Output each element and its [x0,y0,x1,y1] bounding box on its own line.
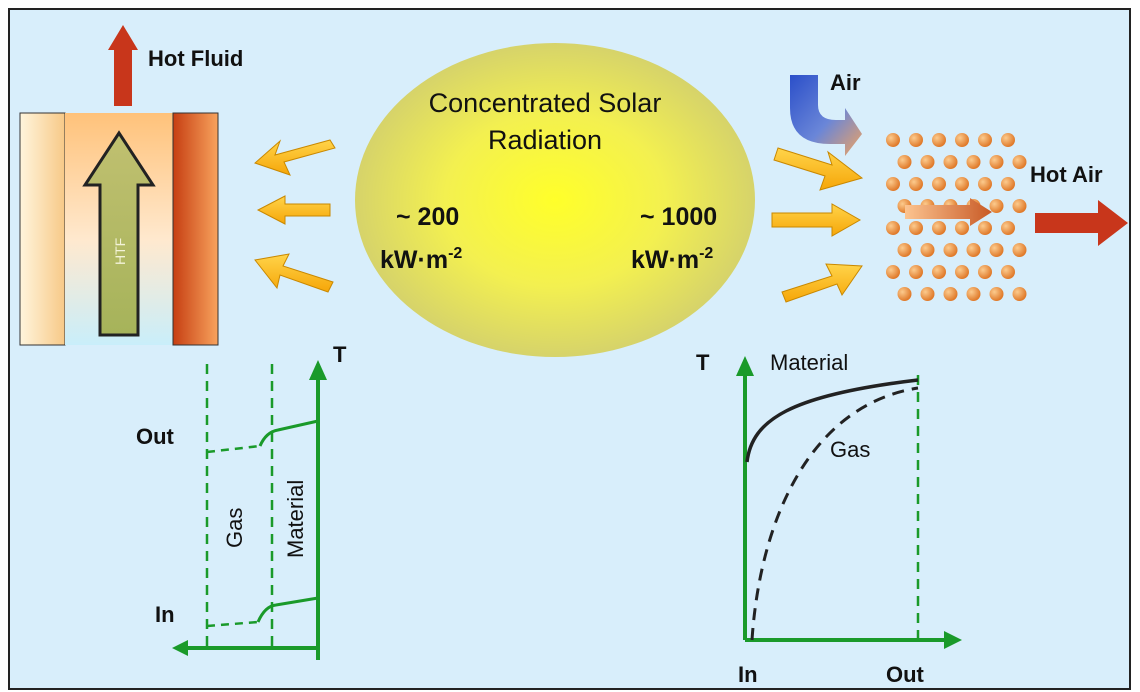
left-plot-in-label: In [155,602,175,627]
absorber-particle [920,243,935,257]
absorber-particle [1001,265,1015,279]
absorber-particle [943,243,958,257]
absorber-particle [920,287,935,301]
sun-title-line2: Radiation [488,125,602,155]
right-temperature-plot: T Material Gas In Out [696,350,962,687]
absorber-particle [886,177,900,191]
left-flux-unit: kW·m-2 [380,245,462,274]
htf-label: HTF [112,238,128,265]
air-label: Air [830,70,861,95]
absorber-particle [897,287,912,301]
absorber-particle [966,287,981,301]
absorber-particle [1012,243,1027,257]
htf-arrow-icon [82,130,156,337]
left-plot-material-out-profile [258,419,319,447]
absorber-particle [920,155,935,169]
absorber-particle [1012,287,1027,301]
absorber-particle [1001,177,1015,191]
radiation-arrow-right-3-icon [781,263,863,303]
absorber-particle [932,221,946,235]
left-plot-out-label: Out [136,424,175,449]
tube-receiver: HTF [19,112,219,346]
hot-air-arrow-icon [1035,200,1128,246]
absorber-particle [909,221,923,235]
absorber-particle [955,133,969,147]
left-plot-material-in-profile [256,596,319,623]
absorber-particle [932,265,946,279]
absorber-particle [886,221,900,235]
right-plot-in-label: In [738,662,758,687]
absorber-particle [1012,155,1027,169]
absorber-particle [943,155,958,169]
right-plot-out-label: Out [886,662,925,687]
left-flux-value: ~ 200 [396,203,459,231]
absorber-particle [1001,133,1015,147]
concentrated-sun-circle [355,43,755,357]
radiation-arrow-left-2-icon [256,195,331,225]
right-plot-gas-label: Gas [830,437,870,462]
radiation-arrow-right-1-icon [773,147,864,191]
right-plot-t-arrow-icon [736,356,754,376]
porous-absorber [886,133,1027,301]
hot-fluid-arrow-icon [108,25,138,106]
absorber-particle [943,287,958,301]
right-flux-value: ~ 1000 [640,203,717,231]
left-radiation-arrows [254,139,336,293]
right-plot-t-label: T [696,350,710,375]
absorber-particle [932,177,946,191]
absorber-particle [966,243,981,257]
right-plot-x-arrow-icon [944,631,962,649]
radiation-arrow-left-1-icon [254,139,336,176]
left-plot-t-arrow-icon [309,360,327,380]
radiation-arrow-left-3-icon [254,253,334,293]
left-plot-gas-out-profile [206,444,261,454]
absorber-particle [955,221,969,235]
absorber-particle [1012,199,1027,213]
absorber-particle [955,265,969,279]
absorber-particle [909,133,923,147]
absorber-particle [909,177,923,191]
left-plot-x-arrow-icon [172,640,188,656]
absorber-particle [966,155,981,169]
left-plot-gas-label: Gas [222,508,247,548]
absorber-flow-arrow-icon [905,198,992,226]
air-inlet-arrow-icon [790,75,862,156]
absorber-particle [978,221,992,235]
absorber-particle [886,265,900,279]
absorber-particle [978,133,992,147]
absorber-particle [1001,221,1015,235]
absorber-particle [886,133,900,147]
absorber-particle [897,155,912,169]
absorber-particle [989,287,1004,301]
absorber-particle [909,265,923,279]
right-plot-gas-curve [750,386,919,641]
absorber-particle [932,133,946,147]
absorber-particle [989,243,1004,257]
absorber-particle [989,199,1004,213]
hot-fluid-label: Hot Fluid [148,46,243,71]
absorber-particle [978,177,992,191]
absorber-particle [989,155,1004,169]
sun-title-line1: Concentrated Solar [429,88,662,118]
tube-wall-left [19,112,66,346]
left-temperature-plot: T Out In Gas Material [136,342,347,660]
tube-wall-right [172,112,219,346]
absorber-particle [978,265,992,279]
absorber-particle [955,177,969,191]
radiation-arrow-right-2-icon [771,203,862,237]
right-flux-unit: kW·m-2 [631,245,713,274]
left-plot-gas-in-profile [206,620,259,628]
right-plot-material-curve [745,378,919,463]
right-plot-material-label: Material [770,350,848,375]
absorber-particle [897,243,912,257]
left-plot-t-label: T [333,342,347,367]
hot-air-label: Hot Air [1030,162,1103,187]
right-radiation-arrows [771,147,864,303]
left-plot-material-label: Material [283,480,308,558]
